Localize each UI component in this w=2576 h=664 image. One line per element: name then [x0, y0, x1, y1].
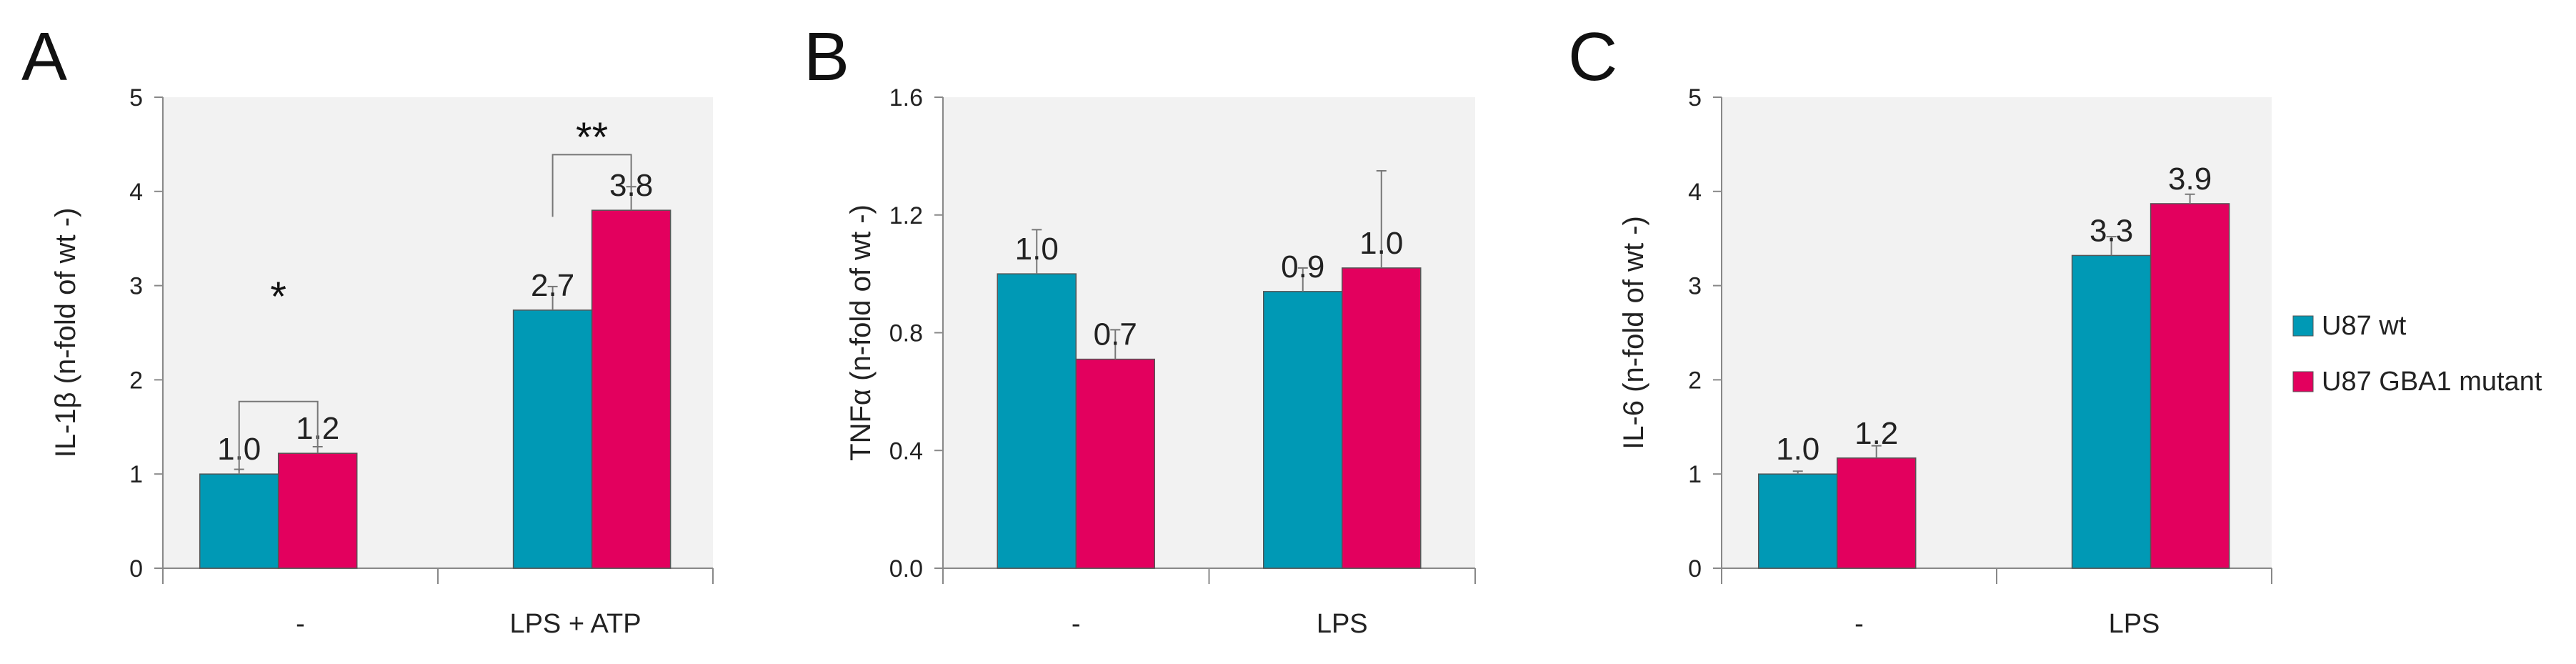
legend: U87 wt U87 GBA1 mutant: [2292, 311, 2542, 397]
panel-label: A: [21, 19, 67, 95]
legend-label: U87 wt: [2322, 311, 2407, 341]
data-label: 1.2: [1854, 416, 1898, 451]
bar: [2071, 254, 2152, 569]
x-category-label: -: [1072, 609, 1081, 639]
y-tick-label: 3: [1688, 273, 1702, 300]
data-label: 3.3: [2090, 213, 2133, 248]
y-tick-label: 1.2: [889, 202, 923, 229]
bar: [1836, 457, 1917, 569]
panel-label: C: [1568, 19, 1617, 95]
y-tick-label: 0: [1688, 555, 1702, 583]
y-axis-label: IL-6 (n-fold of wt -): [1618, 216, 1649, 450]
chart-panel-c: C 0 1 2 3 4 5 IL-6 (n-fold of wt -) - 1.0 1.2 LPS 3.…: [1568, 19, 2272, 639]
y-tick-label: 0: [129, 555, 143, 583]
data-label: 0.9: [1281, 249, 1324, 284]
chart-panel-b: B 0.0 0.4 0.8 1.2 1.6 TNFα (n-fold of wt -) - 1.…: [804, 19, 1476, 639]
y-tick-label: 0.4: [889, 437, 923, 465]
x-category-label: LPS: [1317, 609, 1368, 639]
y-axis-label: IL-1β (n-fold of wt -): [50, 208, 81, 458]
bar: [1263, 291, 1343, 569]
data-label: 0.7: [1094, 317, 1137, 352]
significance-bracket: [551, 154, 632, 217]
bar: [1342, 267, 1422, 569]
bar: [591, 209, 672, 569]
y-tick-label: 1: [1688, 461, 1702, 488]
y-tick-label: 0.0: [889, 555, 923, 583]
bar: [1757, 473, 1838, 569]
data-label: 3.9: [2168, 162, 2212, 197]
significance-marker: *: [270, 274, 286, 320]
data-label: 1.0: [1015, 232, 1059, 267]
y-tick-label: 5: [129, 84, 143, 112]
x-category-label: LPS + ATP: [509, 609, 641, 639]
y-tick-label: 0.8: [889, 320, 923, 347]
legend-swatch: [2292, 371, 2314, 392]
y-axis-label: TNFα (n-fold of wt -): [845, 204, 877, 461]
y-tick-label: 3: [129, 273, 143, 300]
y-tick-label: 5: [1688, 84, 1702, 112]
bar: [512, 309, 593, 569]
x-category-label: -: [296, 609, 305, 639]
x-category-label: LPS: [2109, 609, 2160, 639]
y-tick-label: 2: [1688, 367, 1702, 394]
bar: [1075, 358, 1155, 569]
y-tick-label: 1: [129, 461, 143, 488]
legend-swatch: [2292, 315, 2314, 337]
y-tick-label: 4: [129, 179, 143, 206]
x-category-label: -: [1854, 609, 1864, 639]
legend-label: U87 GBA1 mutant: [2322, 367, 2542, 397]
data-label: 2.7: [531, 268, 574, 303]
y-tick-label: 4: [1688, 179, 1702, 206]
y-tick-label: 2: [129, 367, 143, 394]
bar: [277, 452, 358, 569]
bar: [199, 473, 279, 569]
bar: [2150, 203, 2230, 569]
data-label: 1.0: [1359, 226, 1403, 261]
panel-label: B: [804, 19, 849, 95]
significance-bracket: [238, 400, 319, 472]
bar: [997, 273, 1077, 569]
data-label: 1.0: [1776, 432, 1819, 467]
y-tick-label: 1.6: [889, 84, 923, 112]
significance-marker: **: [576, 114, 608, 161]
